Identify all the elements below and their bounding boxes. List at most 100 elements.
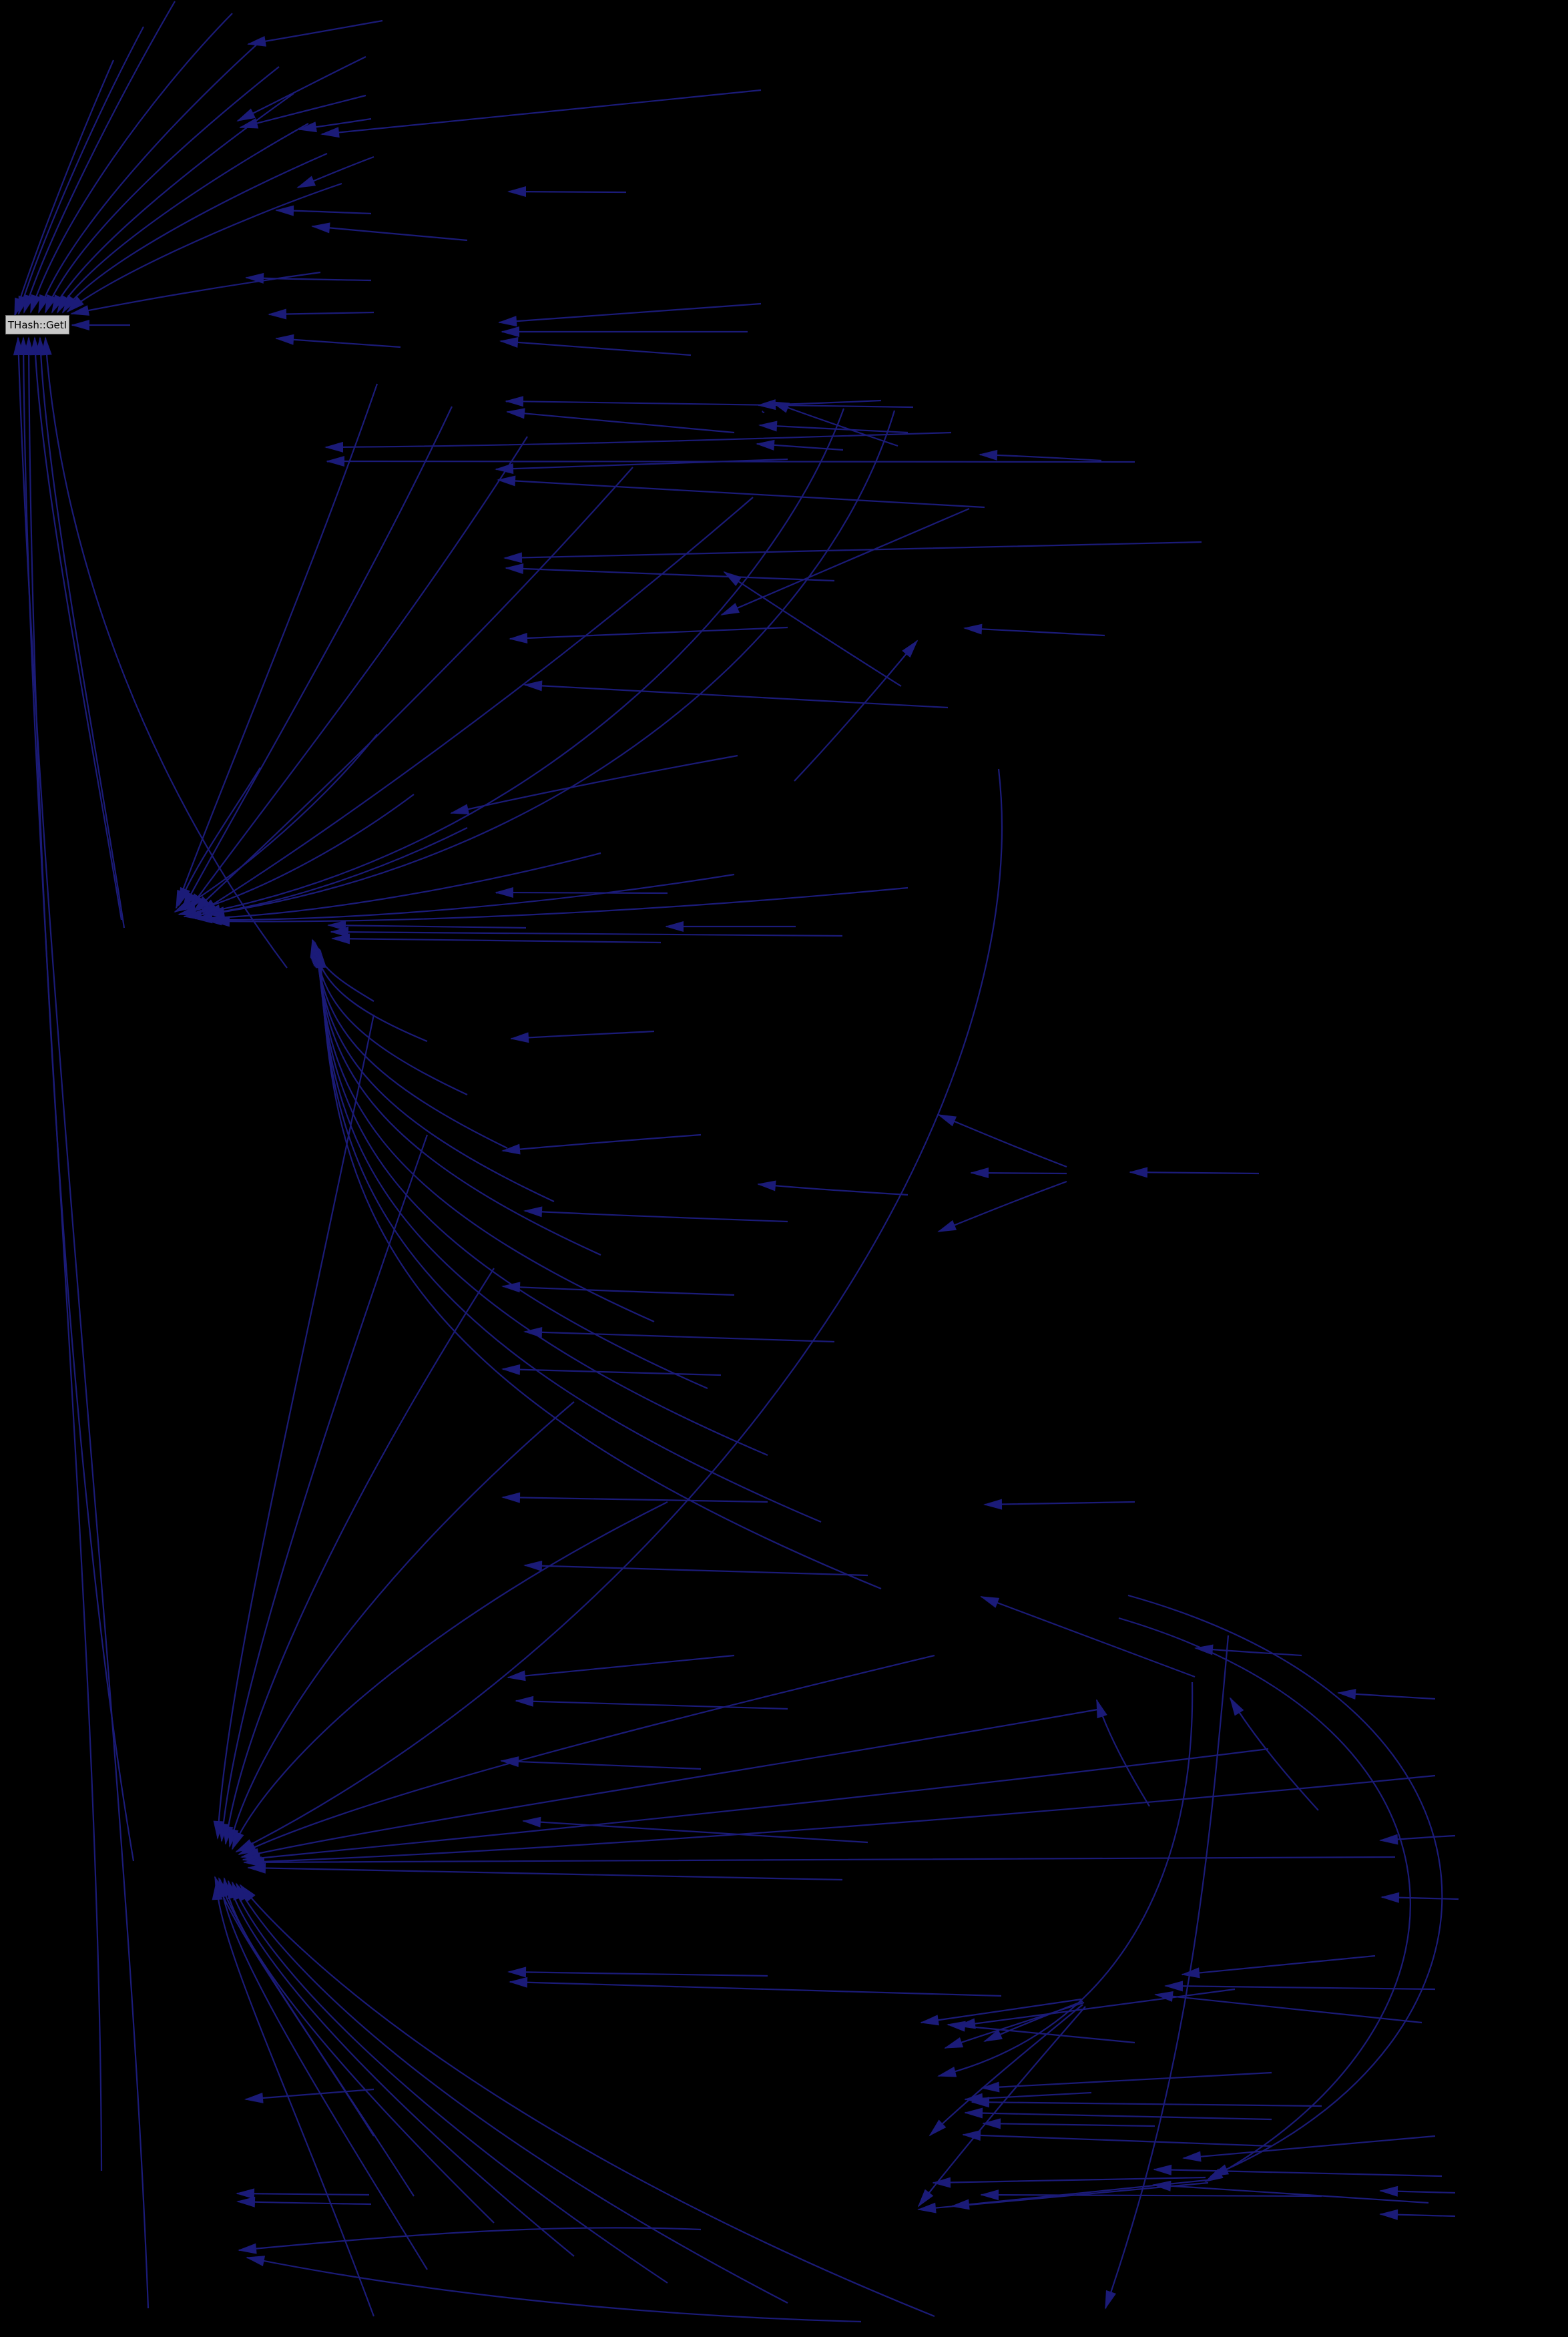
arrowhead-icon (1379, 1834, 1398, 1845)
arrowhead-icon (268, 308, 287, 320)
edge-path (495, 891, 668, 894)
edge-path (758, 1183, 908, 1196)
arrowhead-icon (236, 2196, 256, 2208)
edge-path (248, 19, 383, 45)
edge-path (502, 1368, 722, 1376)
edge-path (918, 2006, 1086, 2207)
arrowhead-icon (296, 176, 316, 188)
arrowhead-icon (503, 552, 523, 563)
arrowhead-icon (509, 633, 528, 644)
edge-path (228, 1401, 575, 1847)
arrowhead-icon (1105, 2290, 1117, 2310)
edge-path (509, 1981, 1002, 1997)
arrowhead-icon (498, 316, 517, 327)
edge-path (330, 931, 843, 937)
arrowhead-icon (495, 887, 513, 898)
arrowhead-icon (506, 408, 525, 419)
edge-path (13, 59, 115, 316)
arrowhead-icon (979, 449, 998, 461)
arrowhead-icon (770, 401, 790, 413)
edge-path (178, 794, 415, 916)
arrowhead-icon (515, 1696, 534, 1707)
arrowhead-icon (1379, 2209, 1398, 2220)
edge-path (224, 1268, 495, 1844)
arrowhead-icon (232, 1830, 244, 1850)
arrowhead-icon (316, 949, 327, 969)
edge-path (500, 340, 692, 356)
edge-path (957, 1988, 1236, 2027)
arrowhead-icon (720, 603, 740, 615)
arrowhead-icon (509, 1977, 528, 1988)
edge-path (193, 467, 633, 913)
edge-path (238, 1654, 935, 1855)
edge-path (508, 1971, 768, 1977)
edge-path (502, 1133, 702, 1152)
arrowhead-icon (980, 1596, 1000, 1608)
edge-path (1153, 2183, 1429, 2204)
edge-path (724, 571, 902, 687)
arrowhead-icon (501, 1282, 521, 1293)
edge-path (981, 1595, 1196, 1678)
arrowhead-icon (178, 886, 190, 906)
edge-path (502, 1285, 735, 1296)
edge-path (501, 1760, 702, 1770)
arrowhead-icon (1154, 1991, 1173, 2002)
edge-path (1095, 1700, 1150, 1807)
arrowhead-icon (523, 680, 543, 692)
arrowhead-icon (1096, 1699, 1107, 1719)
arrowhead-icon (324, 441, 344, 453)
arrowhead-icon (937, 1114, 957, 1127)
arrowhead-icon (982, 2118, 1001, 2129)
edge-path (507, 411, 735, 434)
edge-path (515, 1700, 788, 1710)
arrowhead-icon (510, 1032, 529, 1043)
edge-path (238, 2227, 702, 2252)
arrowhead-icon (1152, 2180, 1171, 2191)
arrowhead-icon (507, 186, 526, 197)
arrowhead-icon (723, 571, 742, 586)
arrowhead-icon (505, 563, 524, 574)
edge-path (1104, 1635, 1230, 2309)
edge-path (1118, 1617, 1411, 2182)
edge-path (921, 1998, 1082, 2024)
arrowhead-icon (211, 916, 230, 927)
edge-path (1183, 2135, 1436, 2159)
edge-path (175, 383, 378, 908)
arrowhead-icon (902, 639, 919, 658)
arrowhead-icon (218, 1877, 230, 1897)
arrowhead-icon (239, 117, 259, 129)
edge-path (236, 768, 1003, 1852)
arrowhead-icon (238, 2243, 257, 2254)
edge-path (33, 337, 123, 921)
edge-path (325, 431, 952, 449)
edge-path (318, 949, 768, 1457)
edge-path (22, 337, 103, 2171)
node-thash-geti[interactable]: THash::GetI (5, 315, 69, 334)
arrowhead-icon (507, 1670, 526, 1681)
arrowhead-icon (971, 2097, 990, 2108)
arrowhead-icon (311, 222, 330, 234)
arrowhead-icon (450, 804, 470, 815)
edge-path (1155, 1993, 1422, 2024)
edges-layer (13, 1, 1459, 2323)
arrowhead-icon (523, 1326, 543, 1338)
arrowhead-icon (757, 399, 776, 411)
arrowhead-icon (247, 1862, 266, 1874)
arrowhead-icon (61, 294, 77, 314)
edge-path (933, 2176, 1206, 2184)
arrowhead-icon (757, 1180, 776, 1192)
edge-path (212, 886, 908, 923)
arrowhead-icon (957, 2018, 976, 2029)
edge-path (62, 152, 328, 313)
edge-path (44, 66, 280, 313)
edge-path (241, 1708, 1102, 1858)
edge-path (215, 1882, 375, 2317)
arrowhead-icon (963, 623, 983, 635)
arrowhead-icon (929, 2119, 947, 2137)
edge-path (240, 1884, 935, 2318)
edge-path (938, 1180, 1067, 1233)
edge-path (524, 1564, 868, 1577)
edge-path (237, 2200, 372, 2205)
edge-path (1153, 2168, 1443, 2177)
arrowhead-icon (522, 1816, 541, 1828)
